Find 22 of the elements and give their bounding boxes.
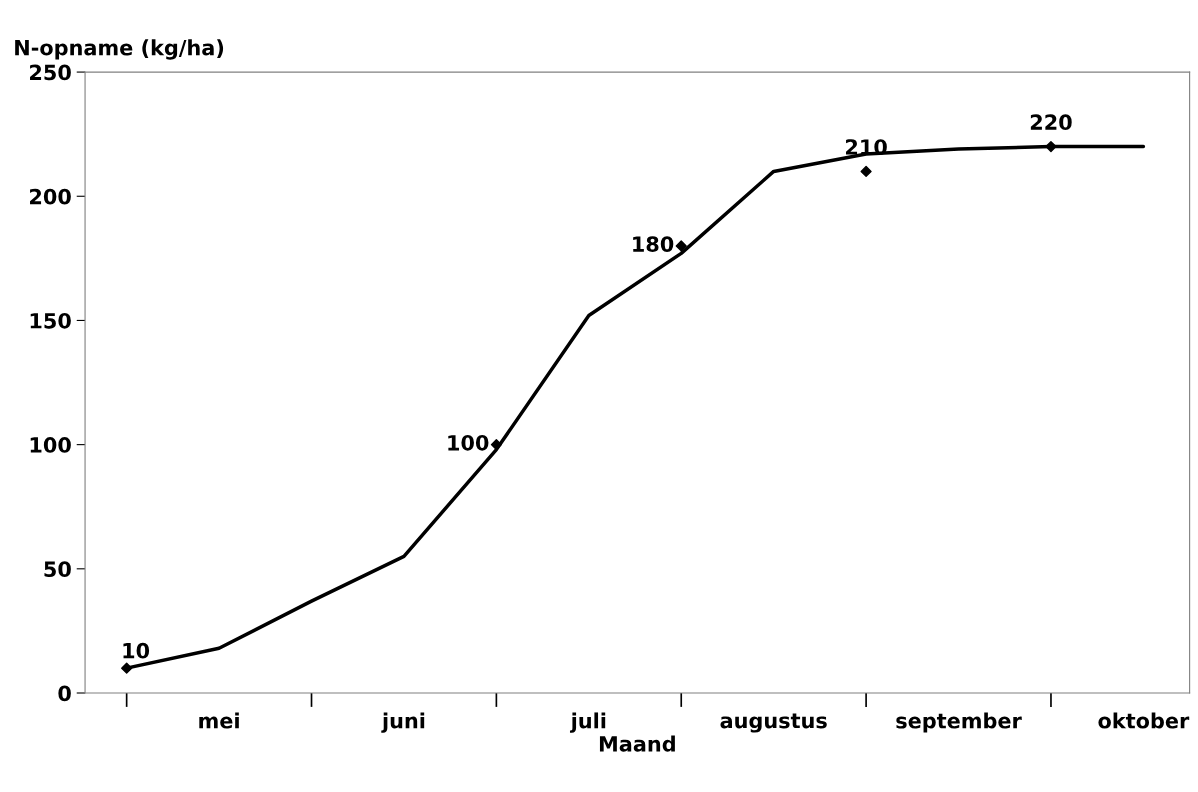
x-axis-title: Maand — [599, 735, 675, 752]
y-tick-label: 0 — [58, 685, 71, 702]
point — [1045, 140, 1057, 153]
x-tick-label: september — [896, 712, 1022, 733]
x-tick-label: augustus — [720, 713, 827, 733]
data-label: 100 — [448, 434, 489, 451]
y-tick-label: 50 — [44, 561, 71, 578]
data-label: 180 — [633, 236, 674, 252]
y-tick-label: 250 — [30, 64, 71, 81]
x-tick-label: juni — [381, 712, 425, 733]
y-tick-label: 100 — [30, 437, 71, 453]
x-tick-label: mei — [199, 712, 239, 729]
point — [675, 240, 687, 252]
y-tick-label: 200 — [30, 188, 71, 205]
data-label: 220 — [1030, 114, 1072, 131]
y-axis-title: N-opname (kg/ha) — [15, 39, 224, 60]
x-tick-label: oktober — [1098, 712, 1190, 729]
y-tick-label: 150 — [30, 312, 71, 329]
point — [121, 662, 133, 674]
point — [860, 165, 872, 178]
data-label: 10 — [123, 642, 150, 659]
x-tick-label: juli — [569, 712, 606, 733]
